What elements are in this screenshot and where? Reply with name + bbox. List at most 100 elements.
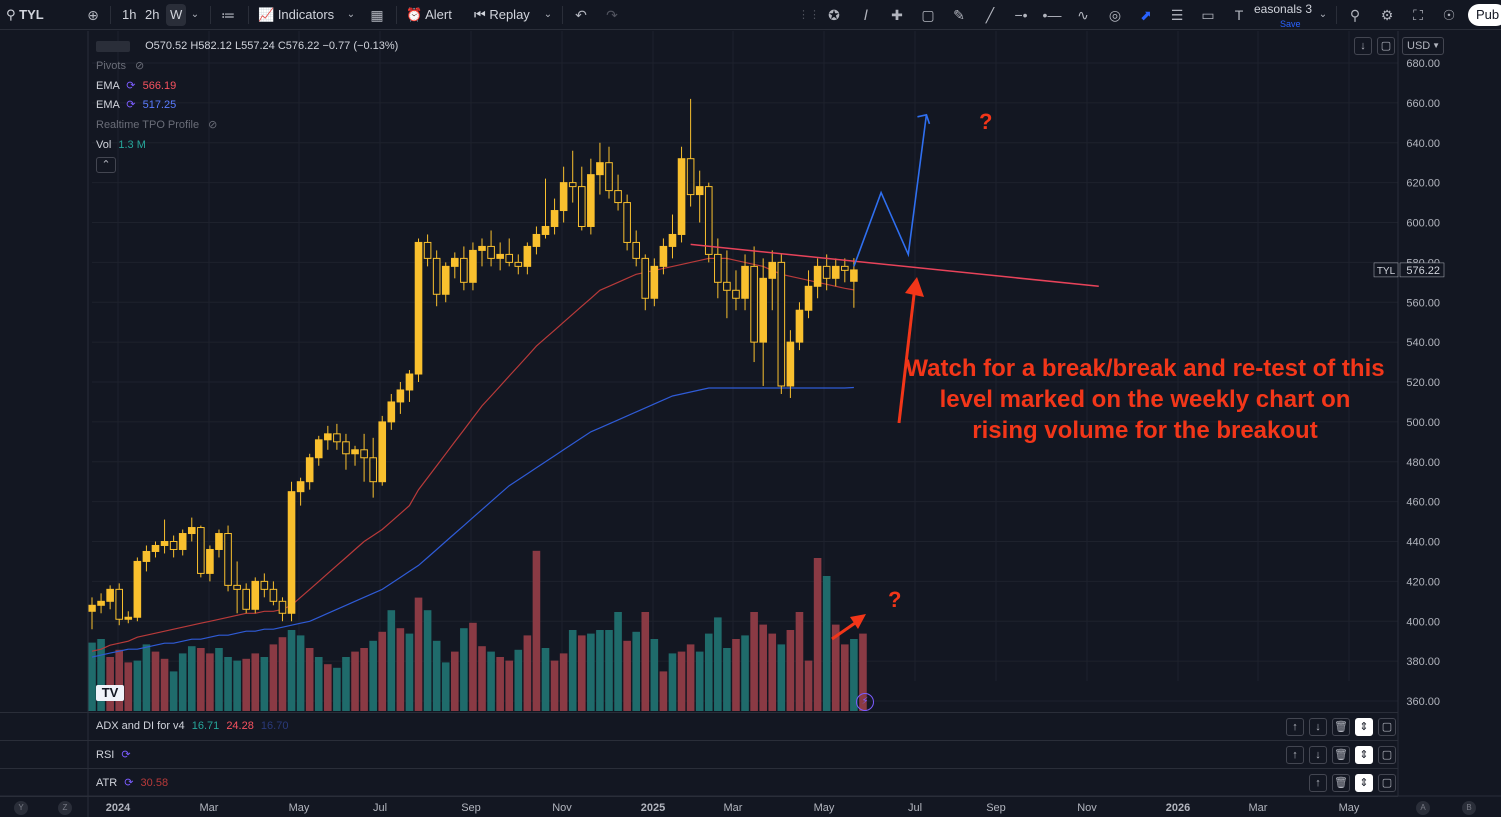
ema2-legend[interactable]: EMA ⟳ 517.25: [96, 98, 176, 112]
pane-divider[interactable]: [0, 768, 1398, 769]
volume-bar: [160, 658, 169, 711]
scroll-down-button[interactable]: ↓: [1354, 37, 1372, 55]
indicators-button[interactable]: 📈 Indicators: [258, 4, 334, 26]
horizontal-line-icon[interactable]: •—: [1042, 7, 1062, 23]
time-tick-label: Jul: [908, 802, 922, 814]
chevron-down-icon[interactable]: ⌄: [1318, 9, 1328, 20]
pane-maximize-button[interactable]: ▢: [1378, 774, 1396, 792]
crosshair-icon[interactable]: ✚: [891, 7, 903, 23]
tpo-legend[interactable]: Realtime TPO Profile ⊘: [96, 118, 217, 132]
settings-icon[interactable]: ⚙: [1380, 7, 1394, 23]
collapse-legend-button[interactable]: ⌃: [96, 157, 116, 173]
trend-line-icon[interactable]: ╱: [985, 7, 995, 23]
pane-collapse-button[interactable]: ⇕: [1355, 746, 1373, 764]
price-tick-label: 440.00: [1406, 537, 1440, 549]
candle-body: [324, 433, 332, 441]
time-axis-button-a[interactable]: A: [1416, 801, 1430, 815]
symbol-search[interactable]: ⚲ TYL: [6, 4, 44, 26]
pane-collapse-button[interactable]: ⇕: [1355, 774, 1373, 792]
rsi-pane-legend[interactable]: RSI ⟳: [96, 748, 131, 761]
camera-icon[interactable]: ☉: [1442, 7, 1456, 23]
candle-body: [831, 265, 840, 279]
time-axis-button-b[interactable]: B: [1462, 801, 1476, 815]
candle-body: [596, 162, 604, 176]
interval-1h[interactable]: 1h: [122, 7, 137, 22]
fib-icon[interactable]: ☰: [1170, 7, 1184, 23]
chart-canvas[interactable]: 680.00660.00640.00620.00600.00580.00560.…: [0, 31, 1501, 817]
candle-body: [478, 245, 486, 251]
volume-bar: [632, 631, 640, 711]
eye-hidden-icon[interactable]: ⊘: [135, 60, 145, 72]
volume-arrowhead: [850, 614, 866, 629]
time-axis-button-z[interactable]: Z: [58, 801, 72, 815]
pane-delete-button[interactable]: 🗑: [1332, 774, 1350, 792]
pane-maximize-button[interactable]: ▢: [1378, 718, 1396, 736]
currency-select[interactable]: USD ▼: [1402, 37, 1444, 55]
pane-divider[interactable]: [0, 796, 1398, 797]
add-symbol-icon[interactable]: ⊕: [87, 7, 99, 23]
layout-name[interactable]: easonals 3 Save: [1254, 2, 1312, 29]
brush-icon[interactable]: ✎: [953, 7, 965, 23]
interval-2h[interactable]: 2h: [145, 7, 160, 22]
interval-w[interactable]: W: [166, 4, 187, 26]
target-icon[interactable]: ◎: [1108, 7, 1122, 23]
alert-button[interactable]: ⏰ Alert: [406, 4, 452, 26]
rectangle-icon[interactable]: ▢: [921, 7, 935, 23]
ray-icon[interactable]: −•: [1014, 7, 1028, 23]
chevron-down-icon[interactable]: ⌄: [346, 9, 356, 20]
pane-move-down-button[interactable]: ↓: [1309, 718, 1327, 736]
volume-bar: [423, 610, 432, 711]
pane-maximize-button[interactable]: ▢: [1378, 746, 1396, 764]
chart-area[interactable]: 680.00660.00640.00620.00600.00580.00560.…: [0, 31, 1501, 817]
drag-handle-icon[interactable]: ⋮⋮: [798, 9, 820, 21]
text-cursor-icon[interactable]: 𝐼: [864, 7, 868, 23]
fullscreen-icon[interactable]: ⛶: [1413, 7, 1423, 23]
annotation-question-volume[interactable]: ?: [888, 587, 902, 612]
pane-delete-button[interactable]: 🗑: [1332, 746, 1350, 764]
publish-button[interactable]: Pub: [1468, 4, 1501, 26]
ema1-legend[interactable]: EMA ⟳ 566.19: [96, 79, 176, 93]
pane-move-up-button[interactable]: ↑: [1309, 774, 1327, 792]
cursor-icon[interactable]: ⬈: [1140, 7, 1152, 23]
candle-body: [360, 449, 368, 459]
chevron-down-icon[interactable]: ⌄: [543, 9, 553, 20]
pane-move-up-button[interactable]: ↑: [1286, 718, 1304, 736]
path-icon[interactable]: ∿: [1077, 7, 1089, 23]
pane-move-down-button[interactable]: ↓: [1309, 746, 1327, 764]
time-axis-button-y[interactable]: Y: [14, 801, 28, 815]
shape-icon[interactable]: ▭: [1201, 7, 1215, 23]
time-tick-label: Sep: [461, 802, 481, 814]
candles-icon[interactable]: ≔: [221, 7, 235, 23]
quick-search-icon[interactable]: ⚲: [1349, 7, 1361, 23]
magic-tools-icon[interactable]: ✪: [828, 7, 840, 23]
trash-icon: 🗑: [1334, 749, 1348, 761]
undo-icon[interactable]: ↶: [575, 7, 587, 23]
volume-bar: [333, 667, 341, 711]
pane-move-up-button[interactable]: ↑: [1286, 746, 1304, 764]
annotation-question-price[interactable]: ?: [979, 109, 993, 134]
pane-delete-button[interactable]: 🗑: [1332, 718, 1350, 736]
candle-body: [106, 588, 114, 602]
maximize-pane-button[interactable]: ▢: [1377, 37, 1395, 55]
symbol-toggle-icon[interactable]: [96, 40, 130, 52]
vol-legend[interactable]: Vol 1.3 M: [96, 138, 146, 152]
annotation-text[interactable]: Watch for a break/break and re-test of t…: [905, 355, 1385, 444]
layout-grid-icon[interactable]: ▦: [370, 7, 384, 23]
text-icon[interactable]: T: [1234, 7, 1244, 23]
volume-bar: [804, 660, 813, 711]
time-tick-label: Mar: [1249, 802, 1268, 814]
pane-collapse-button[interactable]: ⇕: [1355, 718, 1373, 736]
drawings[interactable]: [690, 113, 1099, 641]
ema1-value: 566.19: [142, 80, 177, 92]
adx-pane-legend[interactable]: ADX and DI for v4 16.71 24.28 16.70: [96, 720, 288, 732]
pane-divider[interactable]: [0, 712, 1398, 713]
atr-pane-legend[interactable]: ATR ⟳ 30.58: [96, 776, 168, 789]
pane-divider[interactable]: [0, 740, 1398, 741]
chevron-down-icon[interactable]: ⌄: [190, 9, 200, 20]
replay-label: Replay: [489, 7, 530, 22]
replay-button[interactable]: ⏮ Replay: [474, 4, 530, 26]
redo-icon[interactable]: ↷: [606, 7, 618, 23]
eye-hidden-icon[interactable]: ⊘: [208, 119, 218, 131]
pivots-legend[interactable]: Pivots ⊘: [96, 59, 144, 73]
lightning-icon[interactable]: ⚡: [856, 693, 874, 711]
